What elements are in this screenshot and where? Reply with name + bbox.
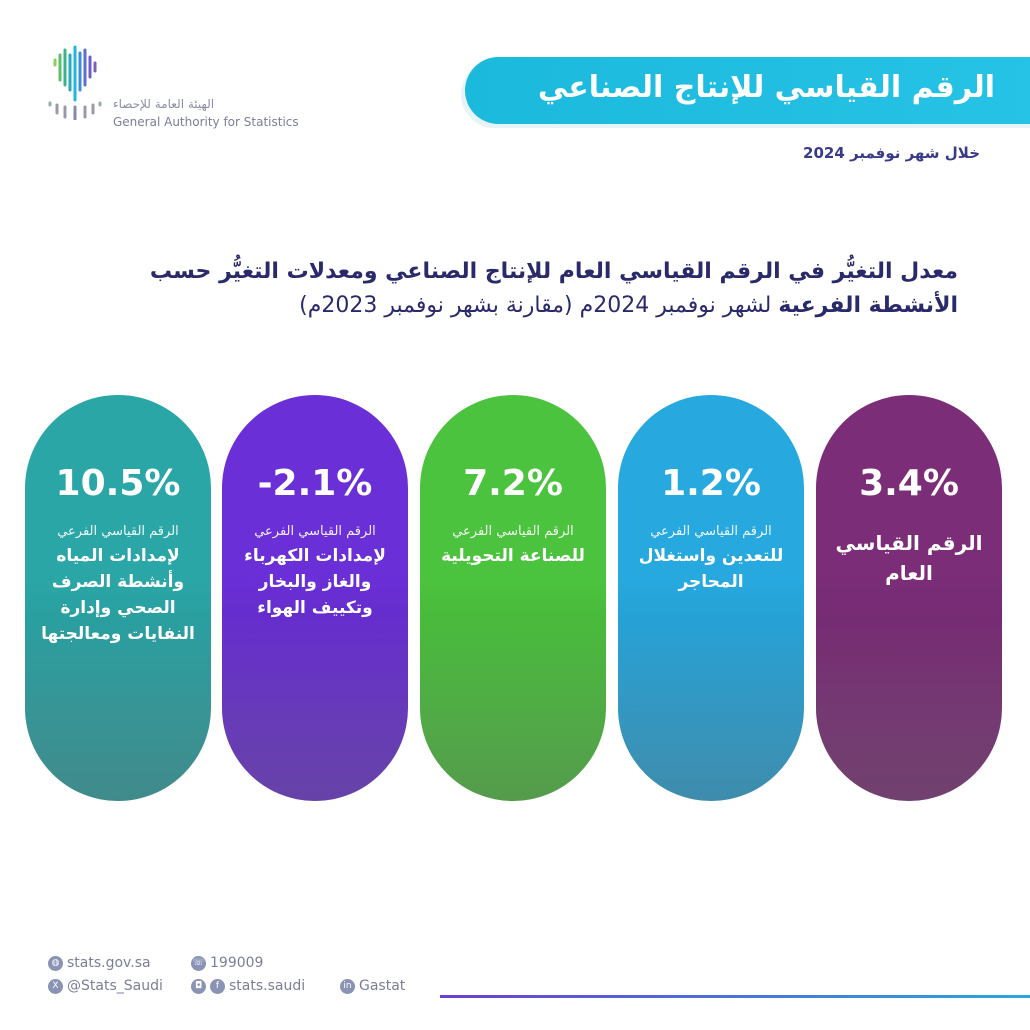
linkedin-icon: in xyxy=(340,978,355,994)
facebook-icon: f xyxy=(210,978,225,994)
card-name: للتعدين واستغلال المحاجر xyxy=(638,546,784,592)
linkedin-handle: Gastat xyxy=(359,978,406,994)
phone-icon: ☏ xyxy=(191,955,206,971)
footer-social[interactable]: ◘ f stats.saudi xyxy=(191,978,305,994)
card-value: 7.2% xyxy=(463,463,563,504)
footer-x[interactable]: X @Stats_Saudi xyxy=(48,978,163,994)
logo-arabic-text: الهيئة العامة للإحصاء xyxy=(113,97,215,111)
subtitle-rest: لشهر نوفمبر 2024م (مقارنة بشهر نوفمبر 20… xyxy=(299,293,779,318)
card-sublabel: الرقم القياسي الفرعي xyxy=(57,524,179,539)
card-electricity: -2.1% الرقم القياسي الفرعي لإمدادات الكه… xyxy=(222,395,408,801)
instagram-icon: ◘ xyxy=(191,978,206,994)
subtitle: معدل التغيُّر في الرقم القياسي العام للإ… xyxy=(58,255,958,323)
website-text: stats.gov.sa xyxy=(67,955,151,971)
card-name: لإمدادات الكهرباء والغاز والبخار وتكييف … xyxy=(244,546,386,618)
x-icon: X xyxy=(48,978,63,994)
card-name: الرقم القياسي العام xyxy=(835,531,983,585)
card-name: للصناعة التحويلية xyxy=(441,546,585,566)
footer-linkedin[interactable]: in Gastat xyxy=(340,978,405,994)
card-value: 10.5% xyxy=(55,463,181,504)
card-manufacturing: 7.2% الرقم القياسي الفرعي للصناعة التحوي… xyxy=(420,395,606,801)
footer-website[interactable]: ◍ stats.gov.sa xyxy=(48,955,151,971)
card-name: لإمدادات المياه وأنشطة الصرف الصحي وإدار… xyxy=(41,546,195,644)
footer-phone[interactable]: ☏ 199009 xyxy=(191,955,263,971)
gastat-logo-mark-icon xyxy=(48,45,102,120)
subtitle-line1: معدل التغيُّر في الرقم القياسي العام للإ… xyxy=(149,259,958,284)
card-mining: 1.2% الرقم القياسي الفرعي للتعدين واستغل… xyxy=(618,395,804,801)
card-water: 10.5% الرقم القياسي الفرعي لإمدادات المي… xyxy=(25,395,211,801)
accent-line xyxy=(440,995,1030,998)
page-title: الرقم القياسي للإنتاج الصناعي xyxy=(537,70,995,105)
card-value: 1.2% xyxy=(661,463,761,504)
globe-icon: ◍ xyxy=(48,955,63,971)
phone-text: 199009 xyxy=(210,955,264,971)
card-sublabel: الرقم القياسي الفرعي xyxy=(452,524,574,539)
subtitle-bold: الأنشطة الفرعية xyxy=(778,293,958,318)
card-sublabel: الرقم القياسي الفرعي xyxy=(650,524,772,539)
card-general-index: 3.4% الرقم القياسي العام xyxy=(816,395,1002,801)
logo-english-text: General Authority for Statistics xyxy=(113,115,299,129)
card-value: 3.4% xyxy=(859,463,959,504)
social-handle: stats.saudi xyxy=(229,978,306,994)
period-label: خلال شهر نوفمبر 2024 xyxy=(803,144,980,162)
card-value: -2.1% xyxy=(257,463,373,504)
x-handle: @Stats_Saudi xyxy=(67,978,163,994)
gastat-logo: الهيئة العامة للإحصاء General Authority … xyxy=(45,45,299,135)
card-sublabel: الرقم القياسي الفرعي xyxy=(254,524,376,539)
header-bar: الرقم القياسي للإنتاج الصناعي xyxy=(465,57,1030,124)
